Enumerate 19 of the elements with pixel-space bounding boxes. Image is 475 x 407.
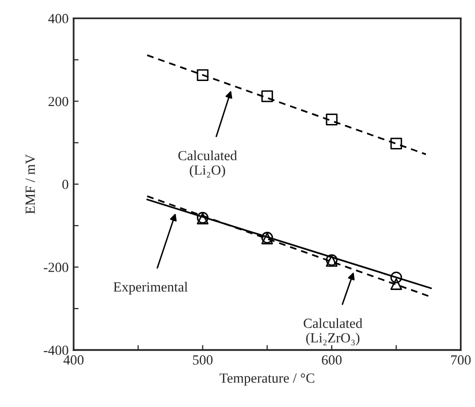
y-tick-label: -400	[44, 346, 68, 355]
annotation: Calculated (Li₂O)	[178, 150, 237, 178]
y-tick-label: 200	[48, 96, 68, 106]
x-tick-label: 700	[451, 355, 471, 365]
x-tick-label: 400	[63, 355, 84, 365]
point	[261, 90, 274, 102]
x-tick-label: 600	[322, 355, 342, 365]
annotation: Calculated (Li₂ZrO₃)	[304, 318, 362, 346]
y-tick-label: -200	[44, 262, 68, 272]
y-tick-label: 0	[62, 180, 68, 190]
point	[390, 138, 402, 150]
y-axis-title: EMF / mV	[26, 154, 36, 214]
annotation: Experimental	[114, 282, 188, 294]
point	[196, 69, 209, 81]
point	[390, 278, 402, 290]
y-tick-label: 400	[48, 14, 68, 24]
point	[326, 114, 338, 126]
x-tick-label: 500	[193, 355, 213, 365]
x-axis-title: Temperature / °C	[220, 373, 314, 386]
